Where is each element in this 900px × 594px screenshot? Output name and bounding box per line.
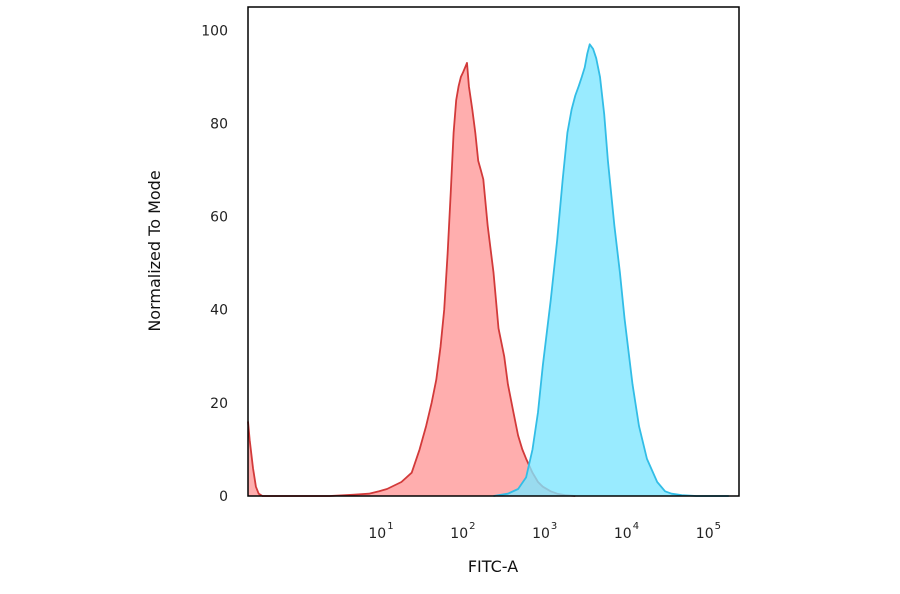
x-tick-label: 103: [532, 521, 557, 542]
y-tick-label: 40: [210, 303, 228, 319]
series-1-area: [248, 62, 576, 497]
series-layer: [247, 43, 729, 497]
x-axis-title: FITC-A: [468, 557, 518, 576]
x-tick-label: 102: [450, 521, 475, 542]
plot-frame: [247, 6, 740, 497]
series-2-area: [493, 44, 729, 497]
y-tick-label: 20: [210, 396, 228, 412]
x-tick-label: 105: [696, 521, 721, 542]
y-tick-label: 100: [201, 23, 228, 39]
x-tick-label: 101: [368, 521, 393, 542]
y-tick-label: 80: [210, 116, 228, 132]
y-tick-label: 0: [219, 489, 228, 505]
y-axis-ticks: 0 20 40 60 80 100: [201, 23, 228, 505]
x-axis-ticks: 101 102 103 104 105: [368, 521, 721, 542]
y-axis-title: Normalized To Mode: [145, 170, 164, 331]
series-1-line: [247, 62, 576, 497]
y-tick-label: 60: [210, 210, 228, 226]
x-tick-label: 104: [614, 521, 639, 542]
series-2-line: [493, 43, 729, 497]
